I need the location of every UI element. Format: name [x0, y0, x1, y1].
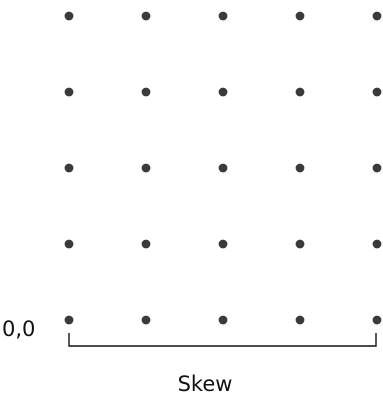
- grid-dot: [141, 87, 151, 97]
- grid-dot: [64, 315, 74, 325]
- grid-dot: [141, 163, 151, 173]
- grid-dot: [218, 87, 228, 97]
- grid-dot: [372, 239, 382, 249]
- grid-dot: [218, 239, 228, 249]
- grid-dot: [64, 87, 74, 97]
- grid-dot: [218, 315, 228, 325]
- grid-dot: [218, 163, 228, 173]
- grid-dot: [372, 11, 382, 21]
- grid-dot: [218, 11, 228, 21]
- grid-dot: [64, 11, 74, 21]
- grid-dot: [372, 87, 382, 97]
- grid-dot: [295, 163, 305, 173]
- grid-dot: [295, 11, 305, 21]
- grid-dot: [64, 163, 74, 173]
- grid-dot: [295, 87, 305, 97]
- grid-dot: [141, 239, 151, 249]
- grid-dot: [372, 315, 382, 325]
- dot-grid: [64, 11, 382, 325]
- grid-dot: [372, 163, 382, 173]
- origin-label: 0,0: [2, 317, 35, 341]
- grid-dot: [64, 239, 74, 249]
- grid-dot: [295, 315, 305, 325]
- skew-bracket: [68, 333, 377, 347]
- grid-dot: [141, 11, 151, 21]
- grid-dot: [141, 315, 151, 325]
- grid-dot: [295, 239, 305, 249]
- skew-label: Skew: [178, 372, 233, 394]
